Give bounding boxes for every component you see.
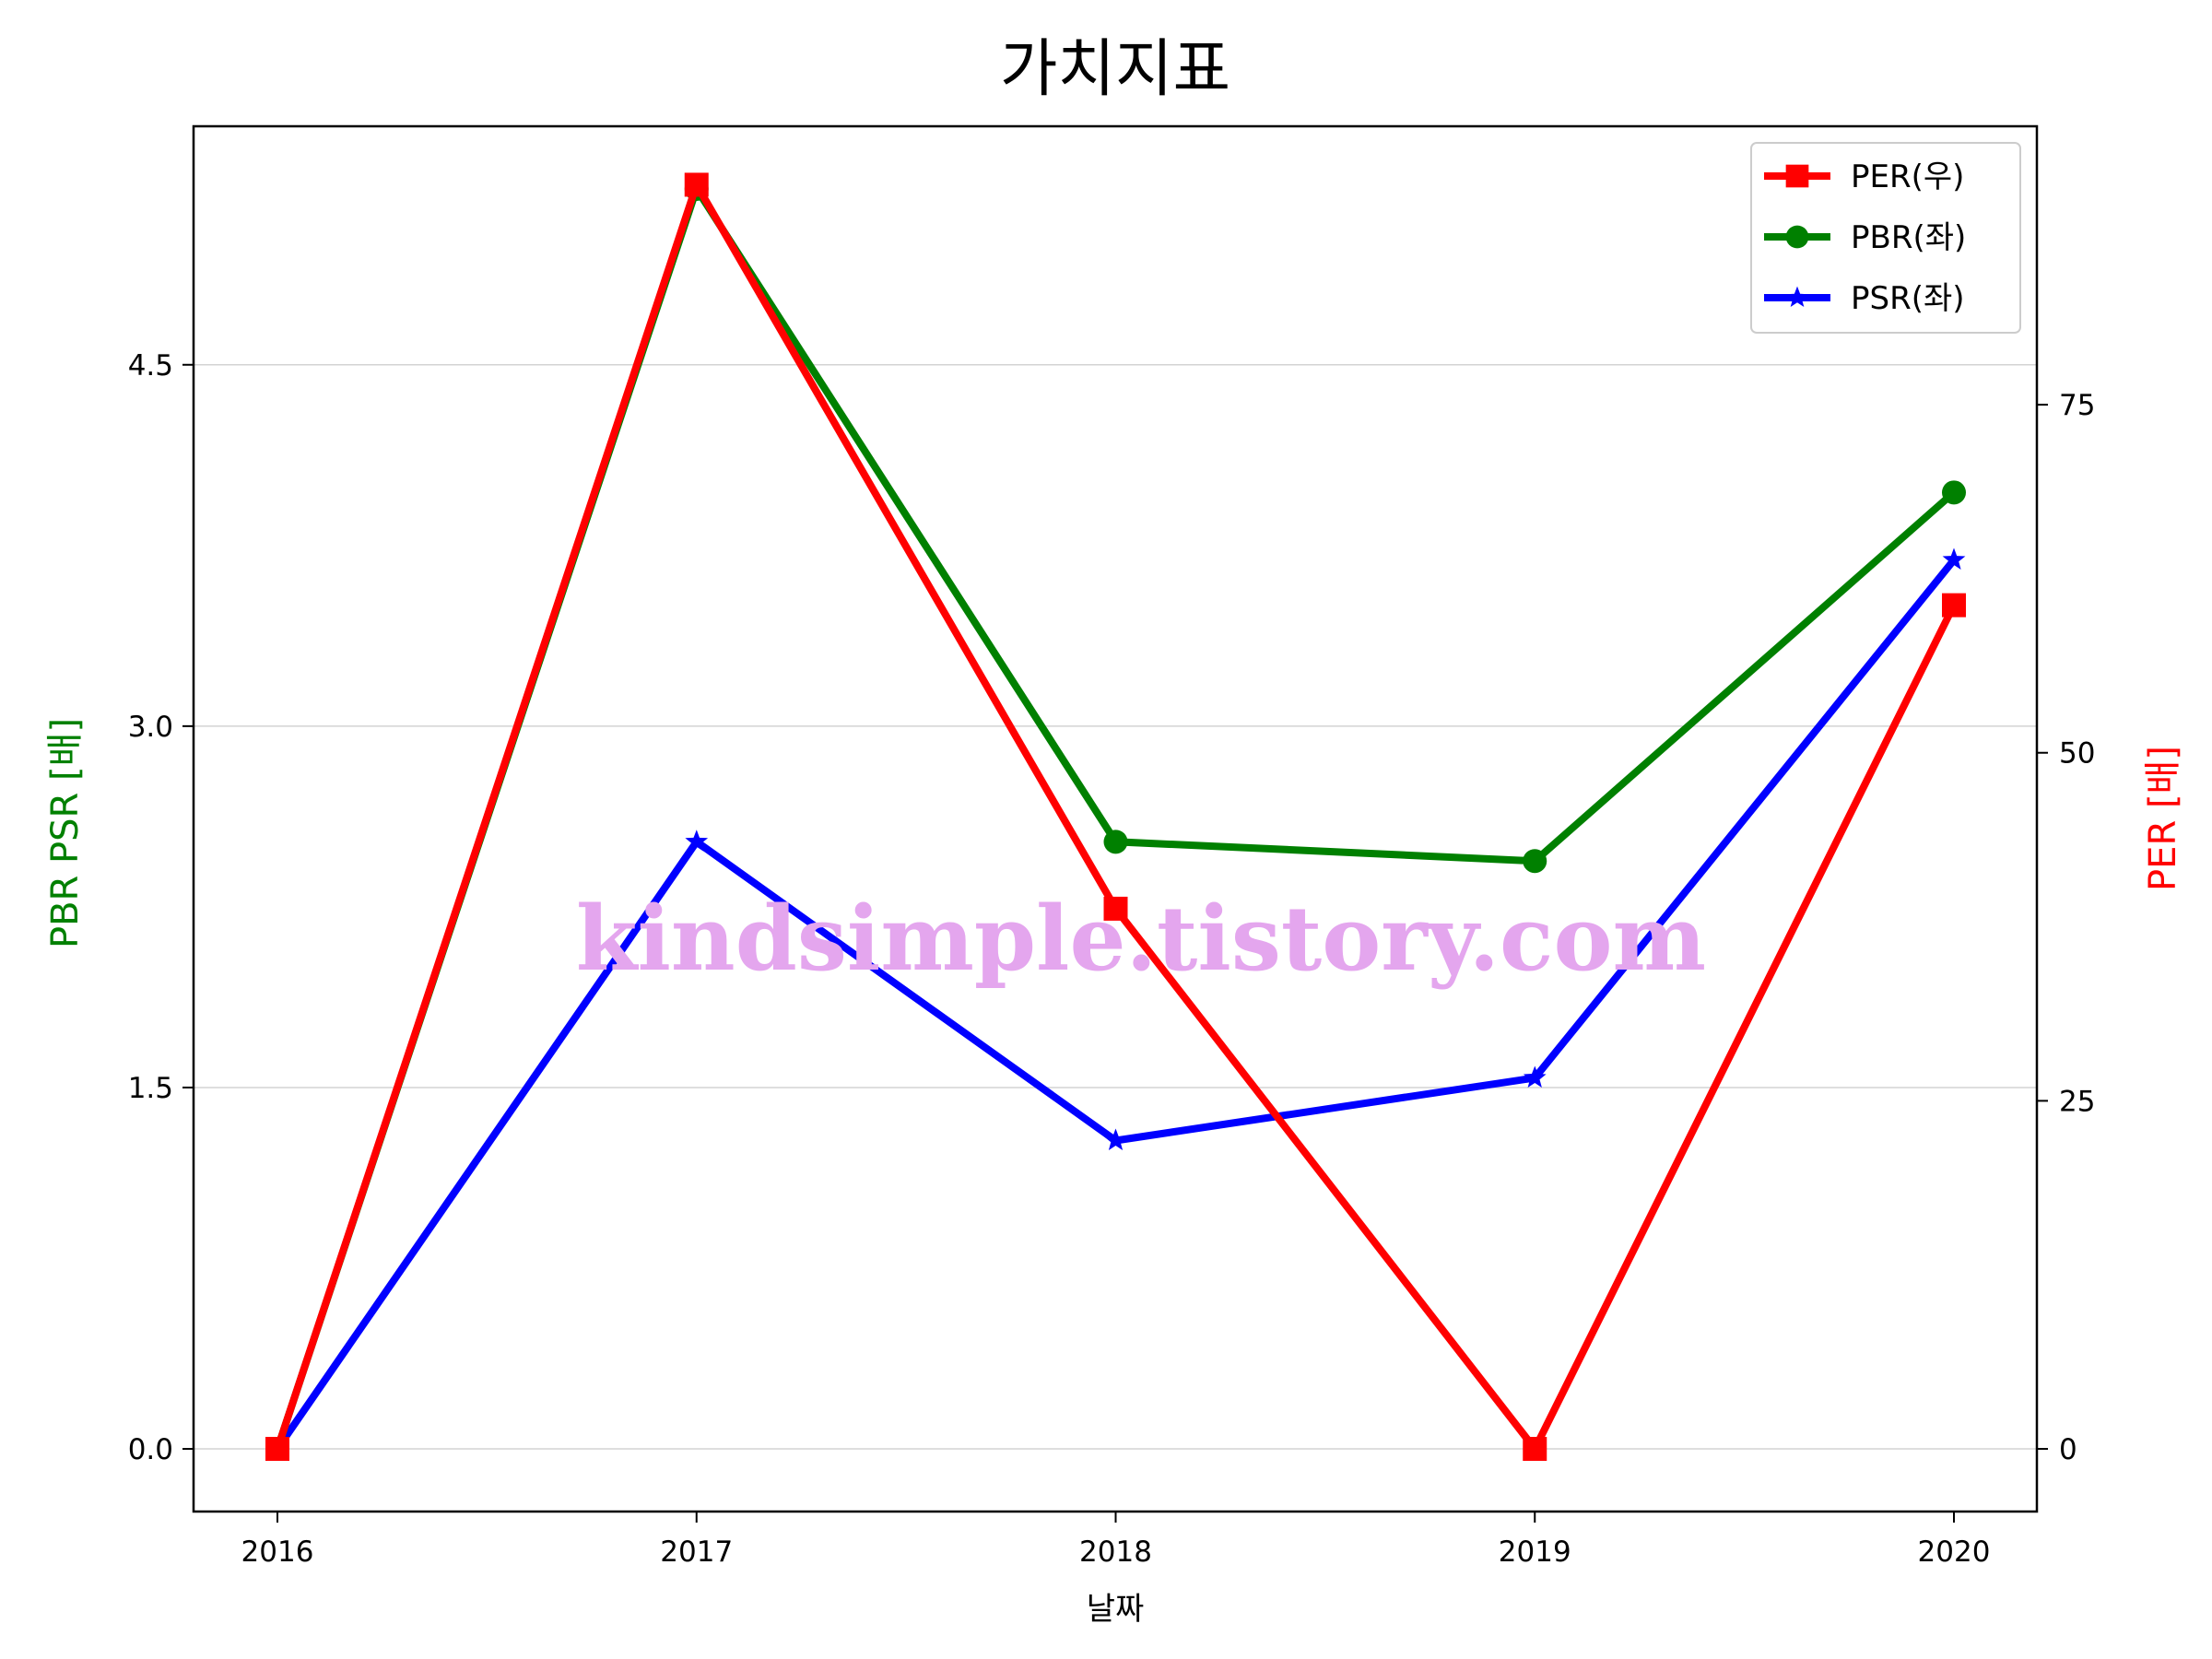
x-tick-label: 2018 <box>1079 1535 1152 1569</box>
legend-pbr-marker <box>1785 225 1809 249</box>
legend-psr-label: PSR(좌) <box>1851 280 1965 317</box>
left-tick-label: 0.0 <box>128 1433 173 1466</box>
per-point <box>265 1437 289 1462</box>
psr-point <box>1523 1065 1547 1088</box>
per-point <box>1103 896 1128 921</box>
legend-psr-marker <box>1786 286 1808 307</box>
grid-layer <box>194 364 2037 1450</box>
pbr-point <box>1523 849 1547 874</box>
pbr-point <box>1942 480 1966 505</box>
legend-box <box>1750 142 2021 334</box>
right-tick-label: 25 <box>2059 1085 2095 1118</box>
per-point <box>1523 1437 1547 1462</box>
watermark-text: kindsimple.tistory.com <box>576 887 1706 991</box>
per-point <box>1942 593 1966 618</box>
per-point <box>684 172 709 197</box>
pbr-point <box>1103 830 1128 854</box>
x-axis-label: 날짜 <box>1087 1591 1145 1628</box>
chart-title: 가치지표 <box>1000 33 1230 106</box>
legend-per-label: PER(우) <box>1851 159 1964 195</box>
psr-point <box>1104 1128 1127 1150</box>
left-tick-label: 4.5 <box>128 349 173 382</box>
psr-point <box>1942 547 1966 570</box>
right-tick-label: 50 <box>2059 737 2095 771</box>
right-tick-label: 0 <box>2059 1433 2077 1466</box>
x-tick-label: 2019 <box>1499 1535 1571 1569</box>
axis-layer: 0.0 1.5 3.0 4.5 0 25 50 75 2016 2017 2018 2019 2020 <box>128 349 2096 1569</box>
x-tick-label: 2017 <box>660 1535 733 1569</box>
legend: PER(우) PBR(좌) PSR(좌) <box>1750 142 2021 334</box>
left-tick-label: 1.5 <box>128 1072 173 1105</box>
x-tick-label: 2020 <box>1918 1535 1991 1569</box>
legend-per-marker <box>1785 164 1809 188</box>
legend-pbr-label: PBR(좌) <box>1851 219 1966 256</box>
left-tick-label: 3.0 <box>128 711 173 744</box>
series-layer <box>265 172 1966 1462</box>
left-axis-label: PBR PSR [배] <box>44 718 87 948</box>
right-axis-label: PER [배] <box>2142 746 2184 891</box>
psr-point <box>685 830 709 852</box>
right-tick-label: 75 <box>2059 389 2095 422</box>
x-tick-label: 2016 <box>241 1535 314 1569</box>
